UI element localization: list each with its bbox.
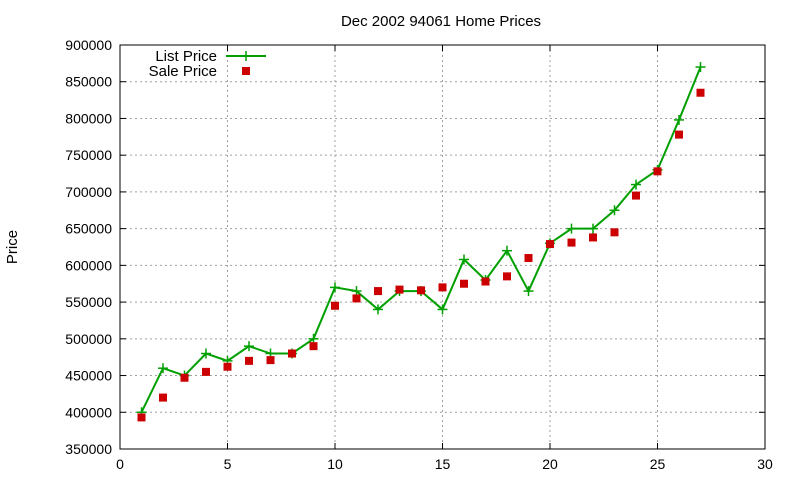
x-tick-label: 15 [435, 456, 451, 472]
sale-price-point [610, 228, 619, 237]
sale-price-point [696, 88, 705, 97]
y-tick-label: 650000 [65, 221, 112, 237]
list-price-point [674, 114, 684, 125]
list-price-point [330, 282, 340, 293]
sale-price-point [481, 277, 490, 286]
y-tick-label: 450000 [65, 368, 112, 384]
sale-price-point [546, 240, 554, 249]
sale-price-point [460, 279, 468, 288]
sale-price-legend-marker [242, 67, 250, 75]
x-tick-label: 30 [757, 456, 773, 472]
sale-price-point [675, 130, 683, 139]
x-tick-label: 25 [650, 456, 666, 472]
series-layer [136, 62, 706, 422]
sale-price-point [137, 413, 146, 422]
list-price-point [502, 245, 512, 256]
x-tick-label: 20 [542, 456, 558, 472]
list-price-point [695, 62, 706, 73]
list-price-point [244, 341, 254, 352]
sale-price-point [653, 167, 662, 176]
x-tick-label: 10 [327, 456, 343, 472]
sale-price-point [159, 393, 167, 402]
list-price-point [373, 304, 383, 315]
list-price-legend-label: List Price [155, 48, 217, 65]
x-tick-label: 5 [224, 456, 232, 472]
sale-price-point [438, 283, 447, 292]
y-tick-label: 750000 [65, 147, 112, 163]
sale-price-point [567, 238, 576, 247]
sale-price-point [266, 356, 275, 365]
y-tick-label: 550000 [65, 294, 112, 310]
sale-price-point [589, 233, 597, 242]
list-price-point [523, 286, 534, 297]
sale-price-point [309, 342, 318, 351]
y-tick-label: 900000 [65, 37, 112, 53]
y-tick-label: 600000 [65, 257, 112, 273]
sale-price-point [223, 362, 232, 371]
y-axis-label: Price [4, 230, 21, 264]
list-price-point [631, 179, 641, 190]
y-tick-label: 850000 [65, 74, 112, 90]
grid [120, 45, 765, 449]
list-price-point [201, 348, 211, 359]
list-price-point [158, 363, 168, 374]
sale-price-point [374, 287, 382, 296]
list-price-point [459, 254, 469, 265]
sale-price-point [180, 373, 189, 382]
sale-price-point [417, 286, 425, 295]
plot-frame [119, 44, 766, 450]
sale-price-legend-label: Sale Price [149, 63, 217, 80]
sale-price-point [503, 272, 511, 281]
list-price-point [308, 333, 319, 344]
sale-price-point [288, 349, 296, 358]
y-tick-label: 800000 [65, 110, 112, 126]
sale-price-point [352, 294, 361, 303]
list-price-point [588, 223, 598, 234]
axis-ticks: 0 5 10 15 20 25 30 350000 400000 450000 500000 5500… [65, 37, 773, 472]
x-tick-label: 0 [116, 456, 124, 472]
list-price-point [437, 304, 448, 315]
list-price-legend-marker [241, 51, 251, 61]
y-tick-label: 400000 [65, 404, 112, 420]
list-price-point [351, 286, 362, 297]
y-tick-label: 500000 [65, 331, 112, 347]
sale-price-point [395, 285, 404, 294]
y-tick-label: 350000 [65, 441, 112, 457]
sale-price-point [632, 191, 640, 200]
list-price-point [566, 223, 577, 234]
sale-price-point [245, 356, 253, 365]
chart-title: Dec 2002 94061 Home Prices [341, 13, 541, 30]
list-price-point [609, 205, 620, 216]
sale-price-point [202, 367, 210, 376]
sale-price-point [524, 254, 533, 263]
y-tick-label: 700000 [65, 184, 112, 200]
sale-price-point [331, 301, 339, 310]
